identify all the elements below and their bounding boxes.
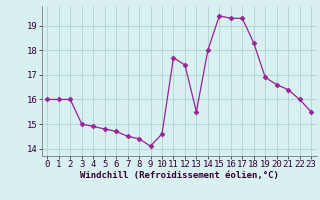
X-axis label: Windchill (Refroidissement éolien,°C): Windchill (Refroidissement éolien,°C) — [80, 171, 279, 180]
